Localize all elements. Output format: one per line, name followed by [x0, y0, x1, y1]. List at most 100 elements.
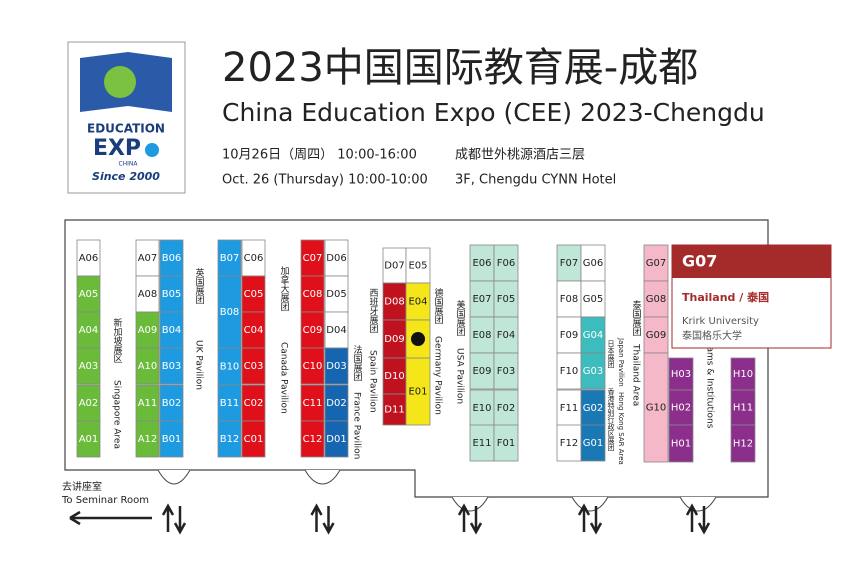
booth-label: D03	[326, 361, 346, 372]
booth-label: G04	[583, 330, 603, 341]
booth	[730, 424, 756, 463]
booth-label: B06	[162, 253, 182, 264]
booth-label: D09	[384, 334, 404, 345]
logo-text: EXP	[93, 136, 141, 161]
pavilion-label-en: France Pavilion	[352, 392, 362, 459]
door	[304, 469, 341, 485]
booth-label: D08	[384, 297, 404, 308]
booth-label: E10	[472, 403, 491, 414]
booth	[159, 347, 184, 385]
booth	[580, 389, 606, 427]
booth-label: B08	[220, 307, 240, 318]
venue-en: 3F, Chengdu CYNN Hotel	[455, 173, 616, 188]
date-cn: 10月26日（周四） 10:00-16:00	[222, 148, 417, 163]
pavilion-label-en: Joint Programs & Institutions	[705, 299, 715, 429]
door	[679, 496, 717, 512]
booth-label: G07	[646, 258, 666, 269]
logo-text: Since 2000	[92, 170, 160, 183]
booth-label: C09	[303, 325, 323, 336]
booth	[643, 280, 669, 318]
booth-label: G03	[583, 366, 603, 377]
booth-label: A05	[79, 289, 99, 300]
booth	[324, 420, 349, 458]
booth-label: F03	[497, 366, 515, 377]
booth-label: A08	[138, 289, 158, 300]
booth	[580, 352, 606, 390]
booth-label: H10	[733, 369, 753, 380]
booth-label: H11	[733, 403, 753, 414]
booth	[580, 244, 606, 282]
booth-label: A04	[79, 325, 99, 336]
booth	[493, 280, 519, 318]
door	[451, 496, 489, 512]
booth-label: H12	[733, 439, 753, 450]
booth-label: D01	[326, 434, 346, 445]
booth-label: E05	[408, 261, 427, 272]
booth-label: B02	[162, 398, 182, 409]
booth-label: E04	[408, 297, 427, 308]
pavilion-label-en: UK Pavilion	[194, 340, 204, 390]
pavilion-label-en: Hong Kong SAR Area	[617, 392, 625, 465]
booth-label: H03	[671, 369, 691, 380]
exit-cn: 去讲座室	[62, 480, 102, 493]
booth-label: G10	[646, 403, 666, 414]
booth-label: F04	[497, 330, 515, 341]
booth	[241, 420, 266, 458]
pavilion-label-en: Germany Pavilion	[433, 336, 443, 415]
booth-label: F09	[560, 330, 578, 341]
booth-label: E07	[472, 294, 491, 305]
booth	[300, 420, 325, 458]
booth-label: D07	[384, 261, 404, 272]
booth-label: E11	[472, 438, 491, 449]
booth	[76, 347, 101, 385]
logo-text: CHINA	[118, 161, 138, 168]
booth-label: F02	[497, 403, 515, 414]
exit-en: To Seminar Room	[61, 495, 149, 506]
pavilion-label-cn: 美国展团	[455, 299, 466, 337]
booth	[643, 244, 669, 282]
booth-label: C10	[303, 361, 323, 372]
pavilion-label-cn: 英国展团	[194, 267, 205, 305]
booth-label: G05	[583, 294, 603, 305]
door-arrows	[310, 503, 335, 535]
booth-label: C08	[303, 289, 323, 300]
booth-label: G09	[646, 330, 666, 341]
booth-label: A12	[138, 434, 158, 445]
booth-label: D05	[326, 289, 346, 300]
booth	[493, 352, 519, 390]
popup-university: Krirk University	[682, 316, 759, 327]
title-cn: 2023中国国际教育展-成都	[222, 45, 698, 91]
door	[157, 469, 191, 485]
booth-label: D06	[326, 253, 346, 264]
booth	[580, 280, 606, 318]
booth	[241, 347, 266, 385]
booth	[730, 357, 756, 391]
booth-label: B03	[162, 361, 182, 372]
popup-booth: G07	[682, 252, 717, 271]
booth-label: A01	[79, 434, 99, 445]
booth-label: B05	[162, 289, 182, 300]
pavilion-label-cn: 法国展团	[352, 344, 363, 382]
booth-label: B11	[220, 398, 240, 409]
booth	[668, 357, 694, 391]
booth-label: F06	[497, 258, 515, 269]
booth-label: F05	[497, 294, 515, 305]
booth	[493, 424, 519, 462]
booth-label: C12	[303, 434, 323, 445]
booth	[135, 347, 160, 385]
booth	[730, 389, 756, 426]
popup-country: Thailand / 泰国	[682, 290, 769, 304]
booth-label: A06	[79, 253, 99, 264]
pavilion-label-en: Japan Pavilion	[617, 337, 625, 387]
door-arrows	[457, 503, 483, 535]
door-arrows	[161, 503, 187, 535]
booth-label: B12	[220, 434, 240, 445]
booth	[159, 420, 184, 458]
booth-label: G02	[583, 403, 603, 414]
booth-label: B10	[220, 362, 240, 373]
booth	[556, 316, 582, 354]
booth-label: D02	[326, 398, 346, 409]
booth-label: A10	[138, 361, 158, 372]
